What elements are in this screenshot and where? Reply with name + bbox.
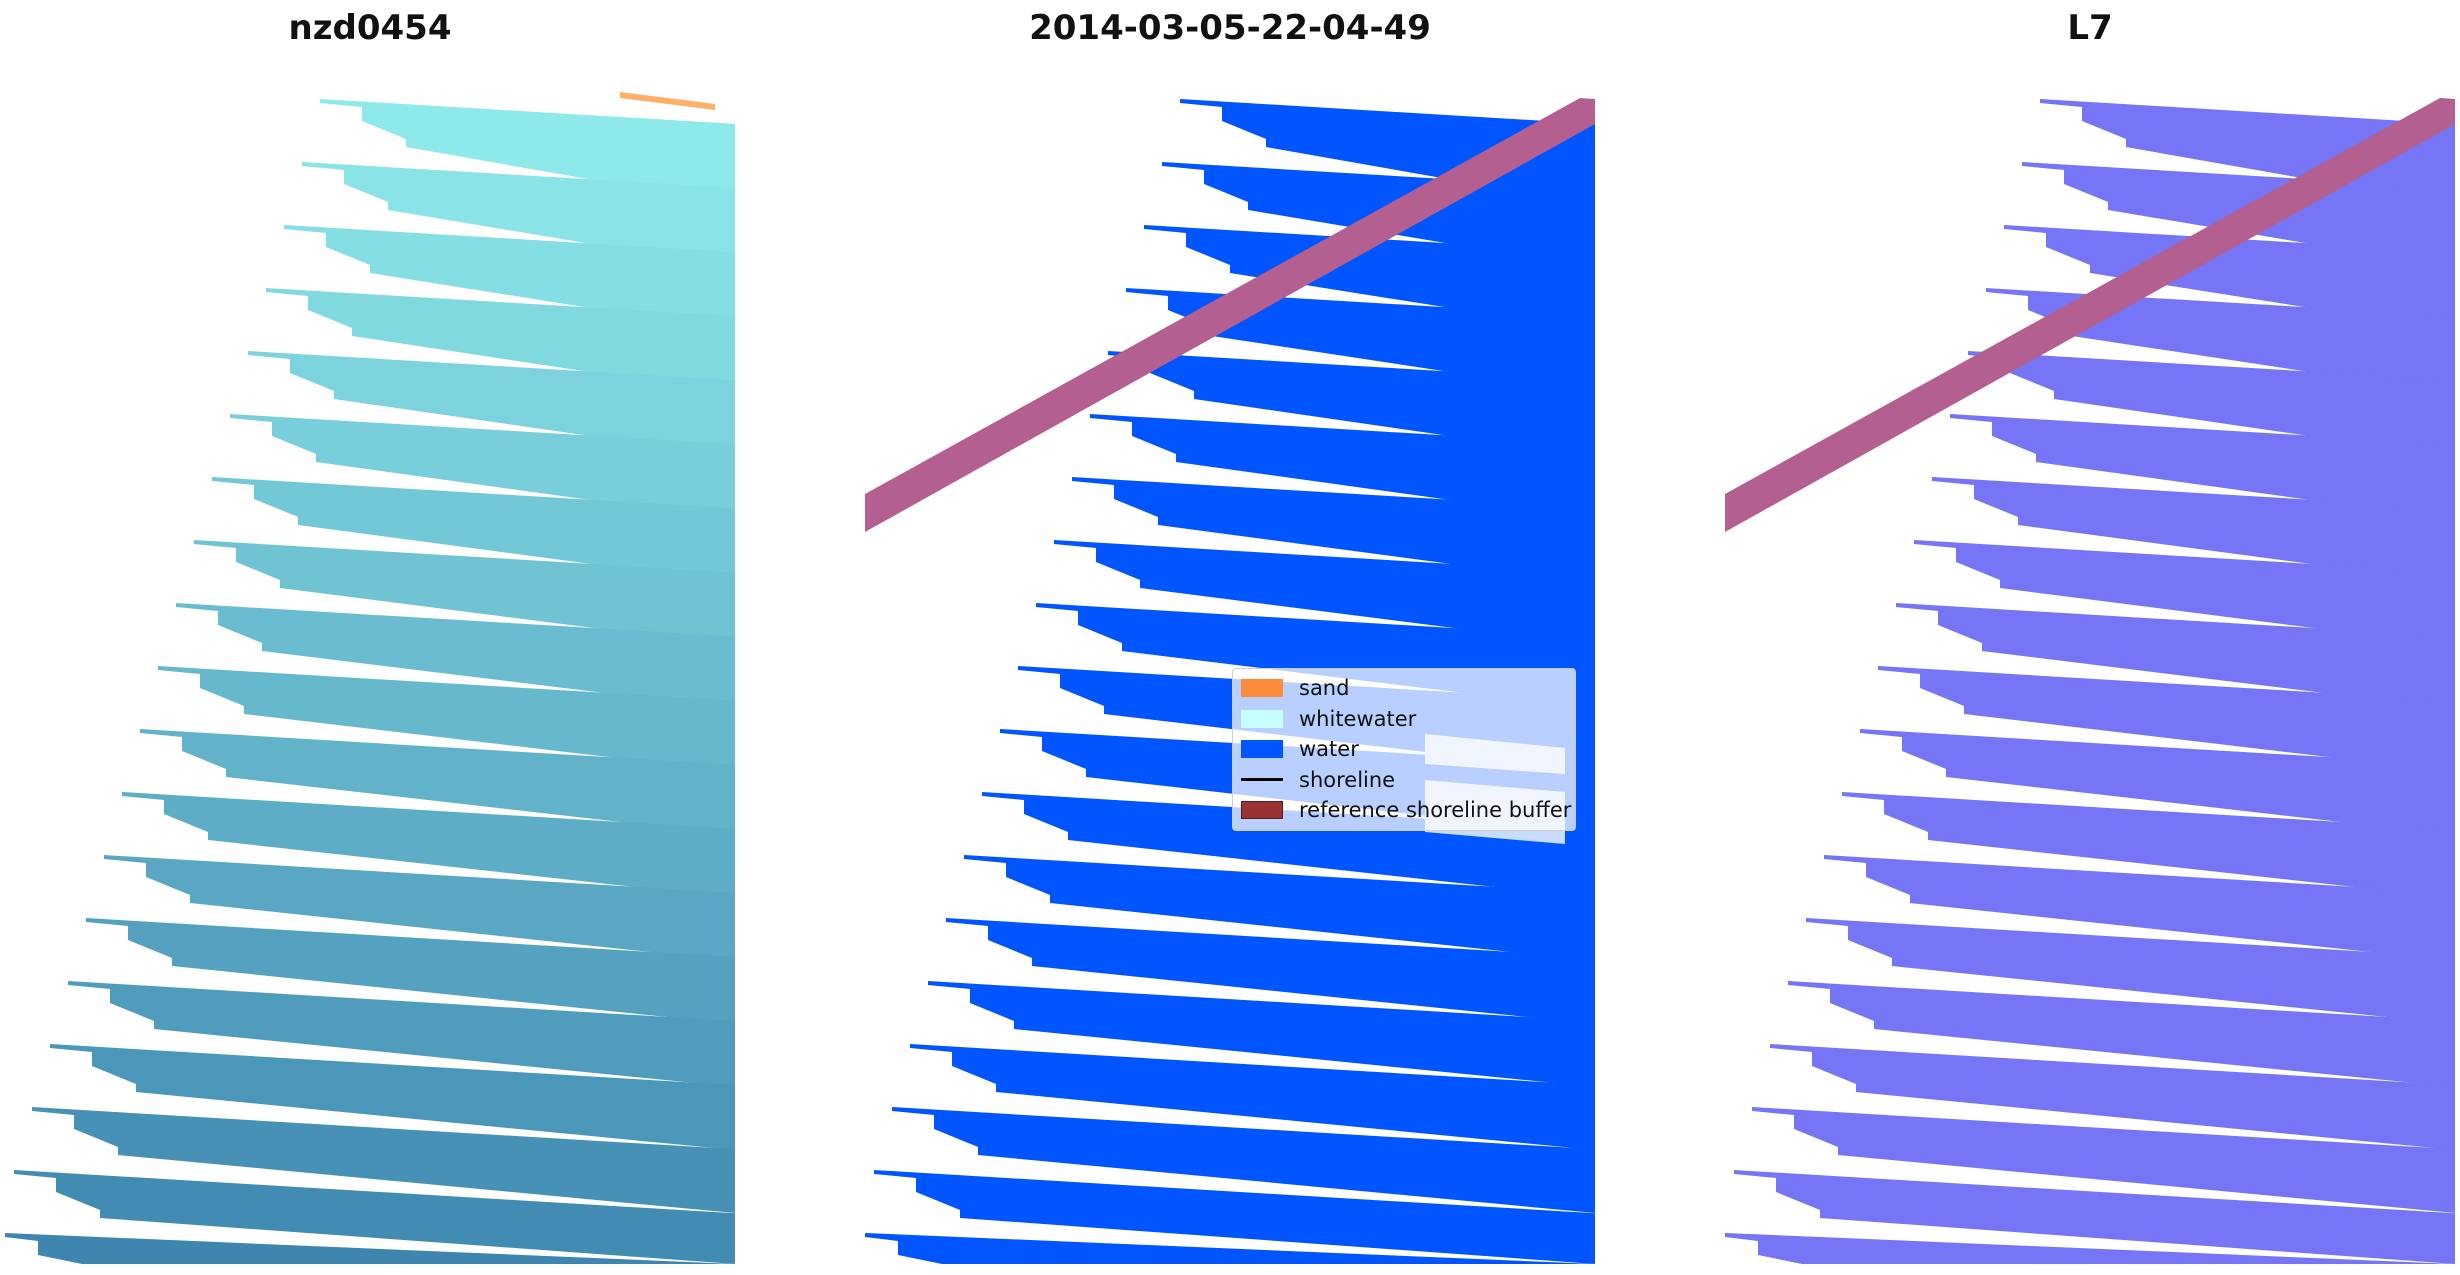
buffer-swatch [1241,801,1283,820]
image-stripe [1144,225,1595,331]
legend-label: reference shoreline buffer [1299,798,1572,823]
rgb-image [5,92,735,1264]
rgb-panel: nzd0454 [5,0,735,1275]
image-stripe [1090,414,1595,520]
shoreline-line [1241,778,1283,782]
mndwi-panel: L7 [1725,0,2455,1275]
image-stripe [1878,666,2455,772]
legend-item-whitewater: whitewater [1241,704,1569,735]
image-stripe [122,792,735,898]
image-stripe [248,351,735,457]
image-stripe [104,855,735,961]
image-stripe [874,1170,1595,1264]
image-stripe [1072,477,1595,583]
image-stripe [946,918,1595,1024]
image-stripe [1725,1233,2455,1264]
image-stripe [5,1233,735,1264]
image-stripe [910,1044,1595,1150]
classified-image [865,98,1595,1264]
image-stripe [86,918,735,1024]
image-stripe [982,792,1595,898]
image-stripe [32,1107,735,1213]
legend-label: whitewater [1299,706,1417,731]
image-stripe [1950,414,2455,520]
sand-swatch [1241,679,1283,698]
classified-panel-title: 2014-03-05-22-04-49 [1029,8,1431,48]
rgb-panel-title: nzd0454 [288,8,452,48]
legend-label: sand [1299,676,1350,701]
image-stripe [50,1044,735,1150]
image-stripe [212,477,735,583]
legend-item-shoreline: shoreline [1241,765,1569,796]
image-stripe [892,1107,1595,1213]
reference-shoreline-buffer [1725,98,2455,532]
legend-item-water: water [1241,734,1569,765]
classified-panel: 2014-03-05-22-04-49 [865,0,1595,1275]
image-stripe [1806,918,2455,1024]
image-stripe [1054,540,1595,646]
legend-label: shoreline [1299,767,1396,792]
legend-item-reference-shoreline-buffer: reference shoreline buffer [1241,795,1572,826]
mndwi-panel-title: L7 [2067,8,2113,48]
image-stripe [1932,477,2455,583]
whitewater-swatch [1241,709,1283,728]
image-stripe [1914,540,2455,646]
image-stripe [1108,351,1595,457]
image-stripe [302,162,735,268]
water-swatch [1241,740,1283,759]
image-stripe [266,288,735,394]
legend: sand whitewater water shoreline referenc… [1232,668,1576,831]
image-stripe [928,981,1595,1087]
image-stripe [1788,981,2455,1087]
image-stripe [284,225,735,331]
image-stripe [1860,729,2455,835]
image-stripe [1752,1107,2455,1213]
image-stripe [176,603,735,709]
image-stripe [2004,225,2455,331]
mndwi-image [1725,98,2455,1264]
image-stripe [865,1233,1595,1264]
image-stripe [230,414,735,520]
image-stripe [1734,1170,2455,1264]
image-stripe [68,981,735,1087]
legend-item-sand: sand [1241,673,1569,704]
sand-strip [620,92,715,110]
legend-label: water [1299,737,1359,762]
image-stripe [964,855,1595,961]
image-stripe [1968,351,2455,457]
image-stripe [1896,603,2455,709]
image-stripe [14,1170,735,1264]
image-stripe [1770,1044,2455,1150]
image-stripe [320,99,735,205]
image-stripe [194,540,735,646]
image-stripe [158,666,735,772]
image-stripe [140,729,735,835]
reference-shoreline-buffer [865,98,1595,532]
image-stripe [1824,855,2455,961]
image-stripe [1842,792,2455,898]
